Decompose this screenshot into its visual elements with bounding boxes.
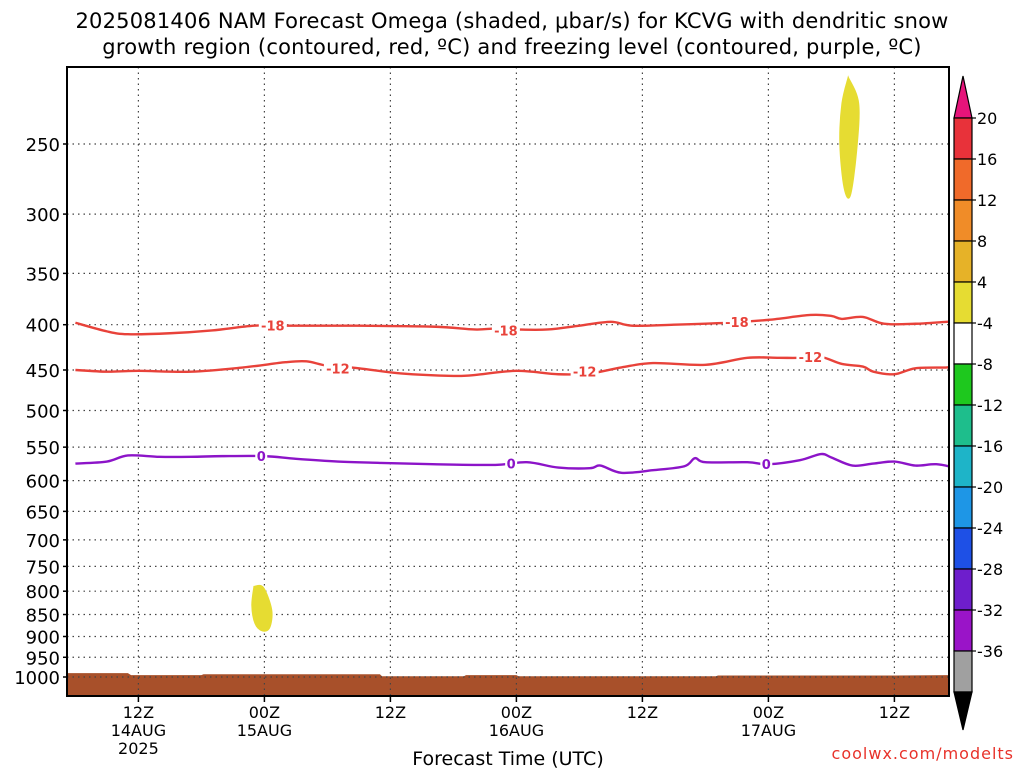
contour-label: -12 [573,366,597,381]
contour-line [75,452,949,475]
x-tick-date: 17AUG [741,721,796,740]
contour-label: -12 [326,362,350,377]
y-tick-label: 450 [26,361,60,382]
y-tick-label: 800 [26,582,60,603]
contour-label-bg [570,363,599,379]
colorbar-label: -16 [977,437,1003,456]
colorbar-segment [953,322,973,365]
colorbar-label: -12 [977,396,1003,415]
x-tick-label: 00Z [249,703,280,722]
omega-shaded-region [839,75,860,199]
contour-label-bg [722,313,751,329]
y-tick-label: 300 [26,205,60,226]
colorbar-label: -20 [977,478,1003,497]
x-tick-label: 12Z [375,703,406,722]
contour-label: 0 [507,458,516,473]
omega-shaded-region [251,584,273,632]
colorbar-segment [953,404,973,447]
contour-label-bg [796,348,825,364]
colorbar-segment [953,158,973,201]
x-tick-date: 15AUG [237,721,292,740]
y-tick-label: 400 [26,316,60,337]
title-line-1: 2025081406 NAM Forecast Omega (shaded, μ… [75,9,949,33]
x-tick-label: 12Z [627,703,658,722]
colorbar-segment [953,281,973,324]
colorbar-bottom-arrow [953,691,973,731]
contour-line [75,313,949,336]
y-tick-label: 500 [26,402,60,423]
x-tick-year: 2025 [118,739,159,758]
terrain-fill [67,673,949,696]
x-tick-label: 00Z [753,703,784,722]
colorbar-label: 4 [977,273,987,292]
colorbar-segment [953,486,973,529]
title-line-2: growth region (contoured, red, ºC) and f… [102,35,922,59]
colorbar-segment [953,568,973,611]
contour-label-bg [255,448,268,464]
y-tick-label: 650 [26,502,60,523]
x-tick-label: 12Z [123,703,154,722]
y-tick-label: 900 [26,627,60,648]
contour-label-bg [760,456,773,472]
colorbar-segment [953,199,973,242]
colorbar-segment [953,609,973,652]
colorbar-label: -32 [977,601,1003,620]
x-tick-date: 16AUG [489,721,544,740]
colorbar-label: 12 [977,191,997,210]
contour-label: -18 [494,324,518,339]
contour-label: -12 [799,351,823,366]
chart-title: 2025081406 NAM Forecast Omega (shaded, μ… [0,8,1024,60]
contour-label: -18 [725,316,749,331]
y-tick-label: 250 [26,135,60,156]
contour-label-bg [491,322,520,338]
y-tick-label: 700 [26,531,60,552]
contour-label: 0 [762,458,771,473]
y-tick-label: 600 [26,472,60,493]
colorbar-label: 8 [977,232,987,251]
x-tick-label: 00Z [501,703,532,722]
colorbar-segment [953,363,973,406]
colorbar-label: -36 [977,642,1003,661]
x-axis-label: Forecast Time (UTC) [412,748,603,768]
credit-link[interactable]: coolwx.com/modelts [831,744,1014,763]
colorbar-segment [953,240,973,283]
x-tick-label: 12Z [879,703,910,722]
y-tick-label: 550 [26,438,60,459]
y-tick-label: 750 [26,557,60,578]
y-tick-label: 1000 [14,668,60,689]
colorbar-label: -24 [977,519,1003,538]
contour-label: -18 [261,320,285,335]
colorbar-segment [953,650,973,693]
plot-frame [66,66,950,697]
x-tick-date: 14AUG [111,721,166,740]
colorbar-top-arrow [953,75,973,119]
y-tick-label: 850 [26,606,60,627]
contour-label: 0 [257,450,266,465]
y-tick-label: 350 [26,264,60,285]
colorbar-segment [953,527,973,570]
colorbar-label: 16 [977,150,997,169]
contour-label-bg [505,455,518,471]
contour-label-bg [258,317,287,333]
colorbar-label: -8 [977,355,993,374]
plot-area: -18 -18 -18 -12 -12 -12 0 0 0 [67,67,949,696]
colorbar-segment [953,117,973,160]
colorbar-label: 20 [977,109,997,128]
colorbar-label: -4 [977,314,993,333]
contour-label-bg [323,360,352,376]
colorbar-segment [953,445,973,488]
y-tick-label: 950 [26,648,60,669]
colorbar-label: -28 [977,560,1003,579]
